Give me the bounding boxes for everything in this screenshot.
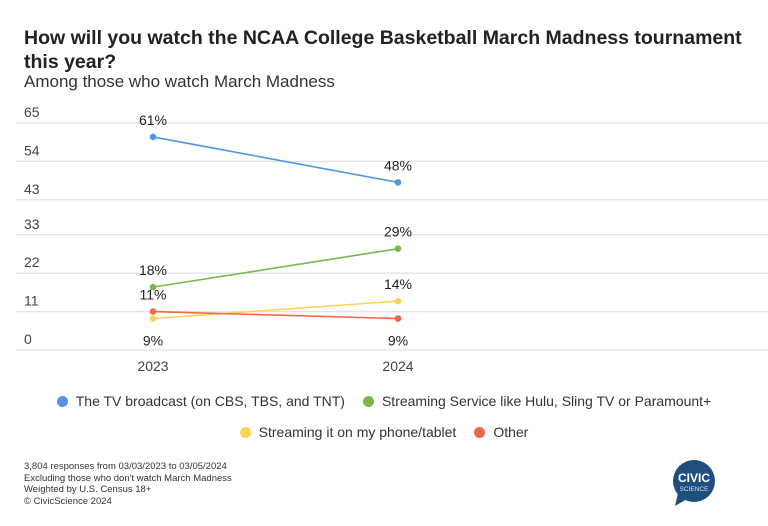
series-line — [152, 310, 399, 320]
legend-swatch — [56, 395, 68, 407]
data-label: 61% — [139, 112, 167, 128]
data-point — [394, 245, 402, 253]
y-tick-label: 33 — [24, 216, 40, 232]
footnotes: 3,804 responses from 03/03/2023 to 03/05… — [24, 461, 232, 507]
data-point — [149, 133, 157, 141]
data-point — [394, 179, 402, 186]
y-tick-label: 0 — [24, 331, 32, 347]
data-label: 11% — [140, 287, 167, 303]
data-label: 9% — [388, 333, 408, 349]
svg-text:CIVIC: CIVIC — [678, 471, 710, 485]
legend-swatch — [239, 426, 251, 438]
data-label: 18% — [139, 262, 167, 278]
legend-item-phone[interactable]: Streaming it on my phone/tablet — [239, 424, 457, 440]
data-label: 48% — [384, 157, 412, 173]
legend-item-tv[interactable]: The TV broadcast (on CBS, TBS, and TNT) — [56, 393, 345, 409]
series-line — [152, 247, 399, 288]
series-line — [152, 300, 399, 320]
data-point — [149, 315, 157, 322]
chart-title: How will you watch the NCAA College Bask… — [24, 27, 742, 73]
x-tick-label: 2024 — [382, 358, 413, 374]
legend-row-1: The TV broadcast (on CBS, TBS, and TNT) … — [0, 393, 768, 409]
legend-label: Streaming it on my phone/tablet — [258, 424, 457, 440]
data-point — [149, 283, 157, 291]
legend-label: The TV broadcast (on CBS, TBS, and TNT) — [75, 393, 345, 409]
y-tick-label: 65 — [24, 104, 40, 120]
footnote: Excluding those who don't watch March Ma… — [24, 472, 232, 484]
data-label: 29% — [384, 224, 412, 240]
legend-swatch — [362, 395, 374, 407]
data-point — [394, 315, 402, 322]
x-tick-label: 2023 — [137, 358, 168, 374]
data-label: 14% — [384, 276, 412, 292]
svg-text:SCIENCE: SCIENCE — [680, 486, 710, 493]
legend-item-streaming[interactable]: Streaming Service like Hulu, Sling TV or… — [362, 393, 712, 409]
footnote: Weighted by U.S. Census 18+ — [24, 484, 152, 495]
legend-item-other[interactable]: Other — [474, 424, 528, 440]
legend-row-2: Streaming it on my phone/tablet Other — [0, 424, 768, 440]
data-label: 9% — [143, 333, 163, 349]
y-tick-label: 22 — [24, 254, 40, 270]
series-line — [152, 136, 399, 184]
legend-swatch — [474, 426, 486, 438]
y-tick-label: 54 — [24, 142, 40, 158]
footnote: 3,804 responses from 03/03/2023 to 03/05… — [24, 461, 227, 472]
legend-label: Other — [493, 424, 529, 440]
civicscience-logo: CIVIC SCIENCE — [673, 460, 715, 506]
data-point — [149, 308, 157, 315]
y-tick-label: 11 — [24, 293, 39, 309]
chart-subtitle: Among those who watch March Madness — [24, 72, 335, 91]
data-point — [394, 297, 402, 305]
y-tick-label: 43 — [24, 181, 40, 197]
footnote: © CivicScience 2024 — [24, 495, 112, 507]
legend-label: Streaming Service like Hulu, Sling TV or… — [381, 393, 712, 409]
